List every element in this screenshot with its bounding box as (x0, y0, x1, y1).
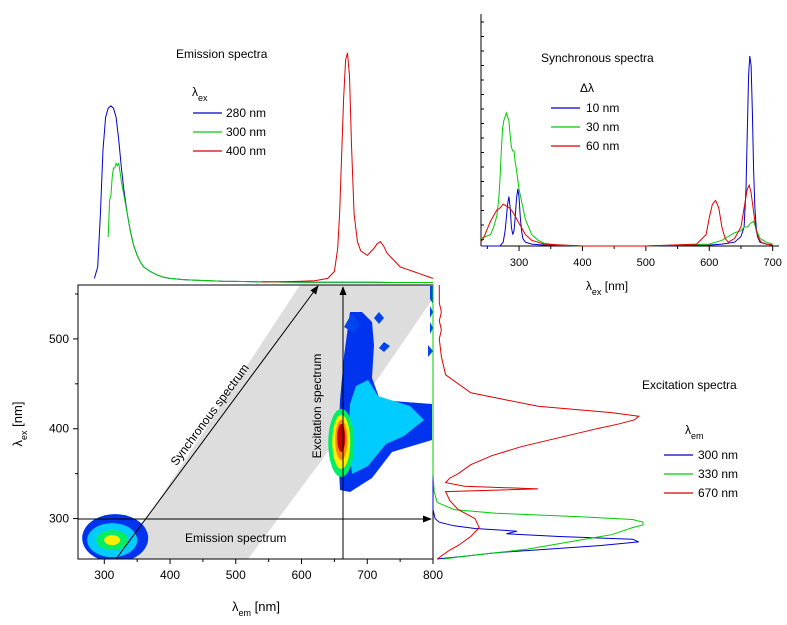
synchronous-arrow (115, 285, 319, 560)
emission-series-300-nm (107, 161, 433, 283)
sync-x-axis-label: λex [nm] (586, 279, 628, 297)
sync-legend-title: Δλ (580, 81, 594, 95)
eem-y-tick-label: 400 (49, 422, 69, 436)
sync-series-30-nm (480, 111, 773, 247)
eem-y-tick-label: 500 (49, 332, 69, 346)
sync-series-10-nm (481, 55, 773, 247)
emission-series-lines (93, 52, 434, 283)
emission-series-400-nm (262, 52, 434, 283)
emission-legend: 280 nm 300 nm 400 nm (193, 106, 266, 158)
sync-x-tick-label: 700 (763, 257, 781, 269)
emission-title: Emission spectra (176, 47, 268, 61)
eem-x-axis-label: λem [nm] (232, 599, 280, 618)
excitation-series-lines (432, 285, 644, 560)
eem-x-tick-label: 300 (94, 568, 114, 582)
excitation-legend-title: λem (685, 423, 704, 441)
eem-y-ticks: 300 400 500 (49, 293, 78, 526)
eem-x-tick-label: 800 (423, 568, 443, 582)
eem-x-tick-label: 400 (160, 568, 180, 582)
eem-contours (82, 312, 432, 559)
sync-series-60-nm (480, 183, 773, 247)
contour-level-1 (348, 380, 424, 474)
excitation-legend-label: 330 nm (698, 467, 738, 481)
eem-x-tick-label: 500 (226, 568, 246, 582)
contour-level-3 (104, 535, 121, 546)
eem-x-tick-label: 600 (292, 568, 312, 582)
eem-x-tick-label: 700 (357, 568, 377, 582)
sync-legend-label: 30 nm (586, 120, 619, 134)
sync-x-tick-label: 400 (573, 257, 591, 269)
emission-annotation: Emission spectrum (185, 531, 286, 545)
emission-legend-label: 300 nm (226, 125, 266, 139)
contour-level-5 (337, 423, 346, 452)
sync-series-lines (480, 55, 773, 247)
emission-panel: Emission spectra λex 280 nm 300 nm 400 nm (93, 47, 434, 283)
sync-x-tick-label: 500 (637, 257, 655, 269)
sync-x-tick-label: 300 (510, 257, 528, 269)
emission-legend-label: 400 nm (226, 144, 266, 158)
sync-x-tick-label: 600 (700, 257, 718, 269)
excitation-series-670-nm (436, 285, 640, 560)
emission-legend-label: 280 nm (226, 106, 266, 120)
synchronous-panel: 300 400 500 600 700 Synchronous spectra Δλ 1… (480, 14, 782, 297)
eem-y-axis-label: λex [nm] (10, 402, 29, 447)
contour-islands (344, 286, 433, 357)
excitation-legend: 300 nm 330 nm 670 nm (664, 448, 738, 500)
excitation-legend-label: 300 nm (698, 448, 738, 462)
sync-y-ticks (481, 21, 484, 240)
emission-legend-title: λex (192, 85, 208, 103)
sync-x-ticks: 300 400 500 600 700 (486, 246, 782, 269)
eem-y-tick-label: 300 (49, 512, 69, 526)
excitation-legend-label: 670 nm (698, 486, 738, 500)
excitation-panel: Excitation spectra λem 300 nm 330 nm 670 n… (432, 285, 738, 560)
excitation-annotation: Excitation spectrum (310, 354, 324, 459)
sync-title: Synchronous spectra (541, 51, 654, 65)
sync-legend-label: 10 nm (586, 101, 619, 115)
sync-legend-label: 60 nm (586, 139, 619, 153)
excitation-series-330-nm (432, 285, 644, 560)
excitation-title: Excitation spectra (642, 378, 737, 392)
eem-x-ticks: 300 400 500 600 700 800 (94, 559, 443, 582)
sync-legend: 10 nm 30 nm 60 nm (551, 101, 619, 153)
